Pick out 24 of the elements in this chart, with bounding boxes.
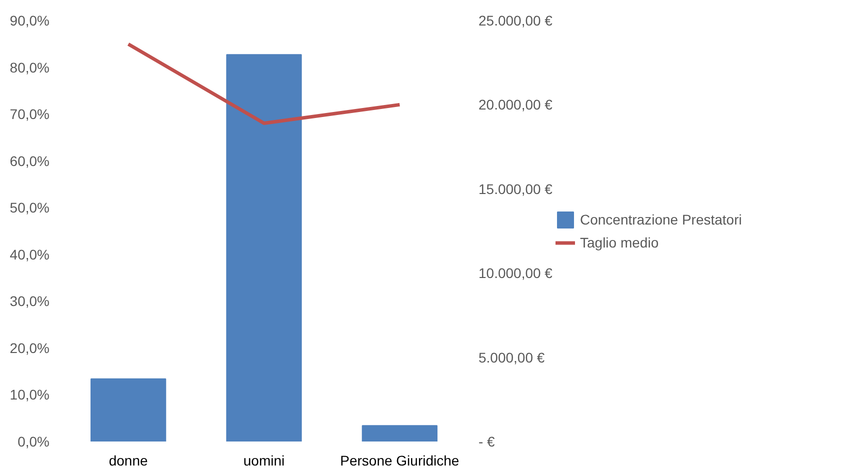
bar	[226, 54, 302, 442]
x-tick-label: donne	[108, 452, 148, 468]
y-tick-label: 40,0%	[10, 246, 50, 262]
y-tick-label: 80,0%	[10, 59, 50, 76]
x-tick-label: uomini	[243, 452, 285, 468]
y2-tick-label: 10.000,00 €	[478, 265, 553, 282]
bar	[90, 378, 166, 442]
y2-tick-label: 25.000,00 €	[478, 12, 553, 28]
y-tick-label: 30,0%	[10, 293, 50, 310]
y-tick-label: 0,0%	[18, 434, 50, 450]
bar	[362, 425, 438, 442]
x-tick-label: Persone Giuridiche	[340, 452, 460, 468]
y-tick-label: 70,0%	[10, 106, 50, 122]
y2-tick-label: 5.000,00 €	[478, 349, 545, 366]
y-tick-label: 90,0%	[10, 12, 50, 28]
legend-label: Taglio medio	[580, 234, 659, 250]
y-tick-label: 20,0%	[10, 340, 50, 356]
y2-tick-label: 20.000,00 €	[478, 96, 553, 113]
y-tick-label: 50,0%	[10, 200, 50, 216]
y2-tick-label: 15.000,00 €	[478, 180, 553, 197]
y-tick-label: 10,0%	[10, 386, 50, 403]
y2-tick-label: - €	[478, 434, 496, 450]
legend-label: Concentrazione Prestatori	[580, 211, 742, 227]
y-tick-label: 60,0%	[10, 152, 50, 169]
